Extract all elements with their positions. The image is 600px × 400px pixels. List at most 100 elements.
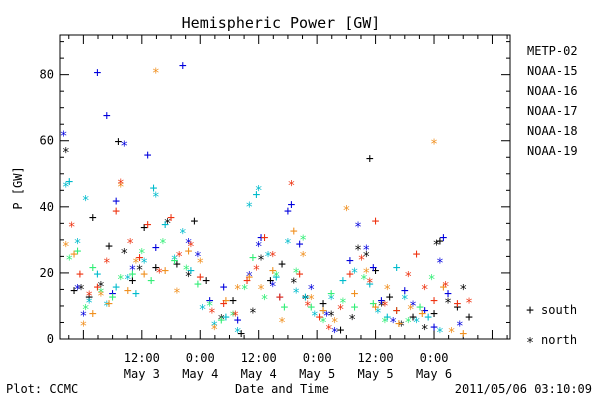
- north-point: *: [175, 250, 183, 265]
- south-point: +: [89, 307, 97, 322]
- north-point: *: [229, 310, 237, 325]
- north-point: *: [430, 138, 438, 153]
- south-point: +: [179, 59, 187, 74]
- north-point: *: [465, 296, 473, 311]
- y-tick-label: 0: [47, 332, 54, 346]
- series-noaa-15: ***++++**+++**+++**+*++++***+**++*+* ++*+…: [60, 59, 464, 341]
- north-point: *: [389, 316, 397, 331]
- south-point: +: [257, 231, 265, 246]
- series-noaa-19: *+*+*+**++*+**+*+*+*+*+*+*+**+**+* +*+*+*…: [68, 177, 473, 337]
- north-point: *: [231, 310, 239, 325]
- north-point: *: [234, 283, 242, 298]
- north-point: *: [77, 283, 85, 298]
- y-axis-label: P [GW]: [11, 166, 25, 209]
- south-point: +: [103, 108, 111, 123]
- south-point: +: [105, 239, 113, 254]
- north-point: *: [255, 184, 263, 199]
- south-point: +: [132, 287, 140, 302]
- south-point: +: [386, 290, 394, 305]
- north-point: *: [366, 277, 374, 292]
- north-point: *: [421, 283, 429, 298]
- south-point: +: [296, 267, 304, 282]
- chart-title: Hemispheric Power [GW]: [182, 14, 381, 32]
- series-noaa-17: *+*+* +* +*+*+*+*+ **+**+**+*+* +*+*+*+*: [65, 234, 435, 332]
- south-point: +: [319, 303, 327, 318]
- south-point: +: [290, 224, 298, 239]
- plot-timestamp: 2011/05/06 03:10:09: [455, 382, 592, 396]
- south-point: +: [430, 307, 438, 322]
- south-point: +: [409, 310, 417, 325]
- south-point: +: [173, 257, 181, 272]
- south-point: +: [105, 297, 113, 312]
- south-point: +: [191, 214, 199, 229]
- south-point: +: [416, 300, 424, 315]
- north-point: *: [362, 250, 370, 265]
- series-noaa-18: * +*+* +*+*+*+*+**+*+*+*+**+**+*+*+* +*+* +: [62, 67, 467, 342]
- south-point: +: [65, 174, 73, 189]
- south-point: +: [278, 257, 286, 272]
- series-noaa-16: *+***+*+ *+*+*+**+**+**+**+** +* +*+ *+* ++**…: [62, 174, 444, 341]
- south-point: +: [453, 300, 461, 315]
- north-point: *: [217, 313, 225, 328]
- south-point: +: [124, 283, 132, 298]
- north-point: *: [97, 280, 105, 295]
- north-point: *: [319, 316, 327, 331]
- north-point: *: [327, 293, 335, 308]
- south-point: +: [307, 300, 315, 315]
- south-point: +: [152, 240, 160, 255]
- south-point: +: [167, 211, 175, 226]
- south-point: +: [393, 303, 401, 318]
- north-point: *: [323, 310, 331, 325]
- south-point: +: [112, 280, 120, 295]
- south-point: +: [395, 316, 403, 331]
- north-point: *: [362, 267, 370, 282]
- north-point: *: [97, 286, 105, 301]
- south-point: +: [70, 283, 78, 298]
- x-axis: 12:00 May 3 0:00 May 4 12:00 May 4 0:00 May 5 12…: [68, 35, 508, 381]
- south-point: +: [140, 267, 148, 282]
- x-tick-time-label: 12:00: [124, 351, 160, 365]
- south-point: +: [378, 293, 386, 308]
- south-point: +: [76, 267, 84, 282]
- north-point: *: [421, 323, 429, 338]
- north-point: *: [304, 300, 312, 315]
- south-point: +: [220, 297, 228, 312]
- north-point: *: [436, 326, 444, 341]
- north-point: *: [85, 290, 93, 305]
- north-point: *: [299, 250, 307, 265]
- north-point: *: [456, 319, 464, 334]
- south-point: +: [261, 231, 269, 246]
- y-tick-label: 40: [40, 200, 54, 214]
- south-point: +: [243, 274, 251, 289]
- north-point: *: [325, 323, 333, 338]
- south-point: +: [439, 231, 447, 246]
- south-point: +: [296, 237, 304, 252]
- south-point: +: [351, 300, 359, 315]
- series-metp-02: *+ * ++*++*+*++*+*++*++**++** +*+** *++*+*+*…: [62, 135, 473, 342]
- north-point: *: [103, 300, 111, 315]
- south-point: +: [109, 287, 117, 302]
- north-point: *: [432, 239, 440, 254]
- north-point: *: [374, 306, 382, 321]
- north-point: *: [348, 313, 356, 328]
- north-point: *: [210, 323, 218, 338]
- south-point: +: [319, 303, 327, 318]
- south-point: +: [453, 297, 461, 312]
- south-point: +: [74, 244, 82, 259]
- north-point: *: [82, 194, 90, 209]
- south-point: +: [206, 293, 214, 308]
- north-point: *: [269, 250, 277, 265]
- south-point: +: [421, 303, 429, 318]
- north-point: *: [331, 316, 339, 331]
- south-point: +: [245, 270, 253, 285]
- north-point: *: [444, 296, 452, 311]
- north-point: *: [261, 293, 269, 308]
- north-point: *: [354, 243, 362, 258]
- north-point: *: [288, 179, 296, 194]
- north-point: *: [362, 243, 370, 258]
- north-point: *: [62, 181, 70, 196]
- north-point: *: [381, 300, 389, 315]
- north-point: *: [60, 129, 68, 144]
- south-point: +: [269, 264, 277, 279]
- south-point: +: [401, 283, 409, 298]
